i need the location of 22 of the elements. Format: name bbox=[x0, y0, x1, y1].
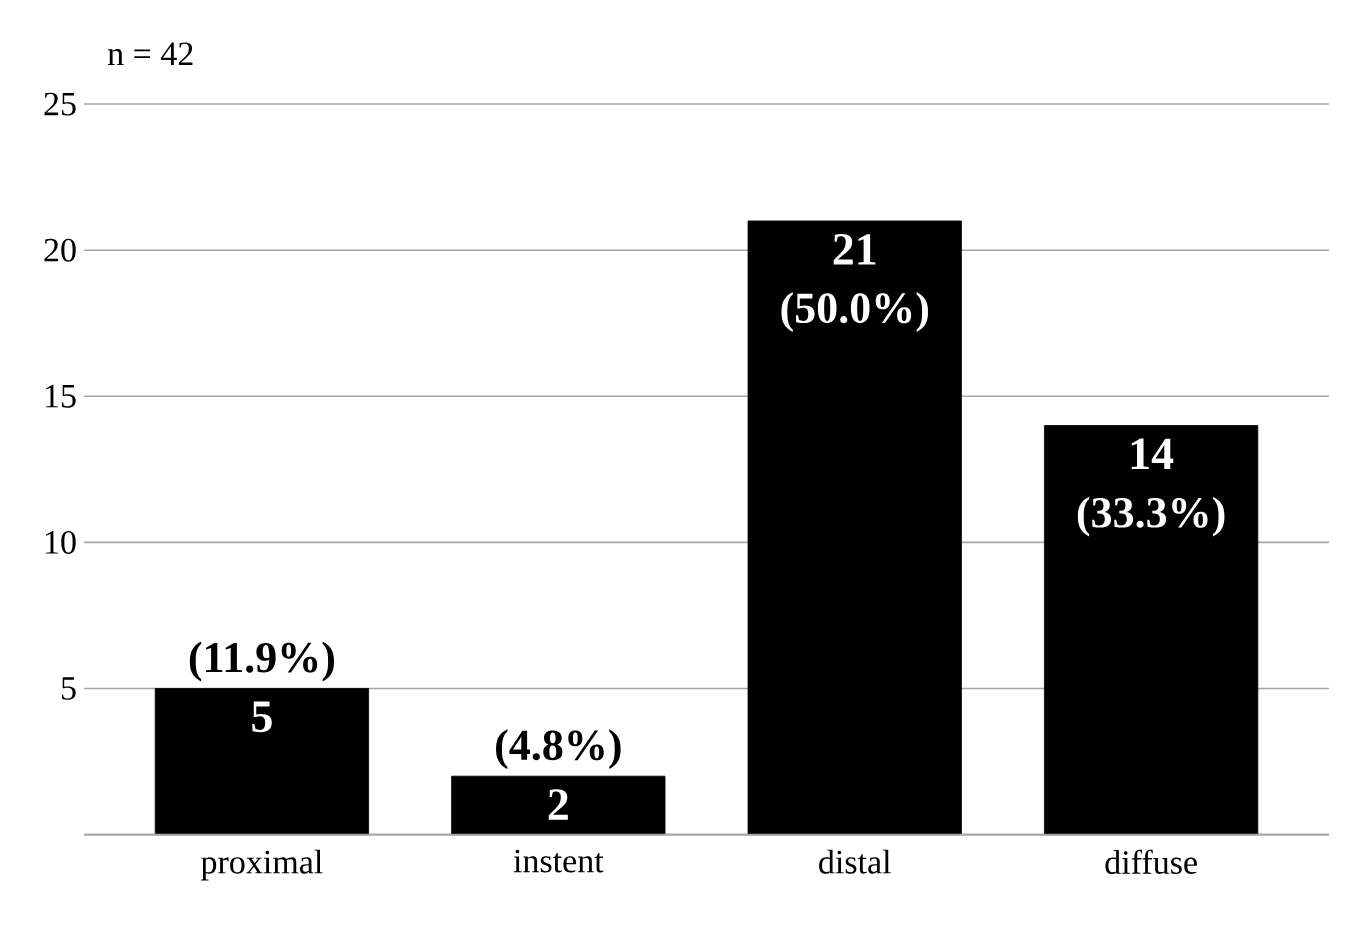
y-tick-label: 10 bbox=[45, 531, 76, 555]
y-tick-label: 20 bbox=[44, 238, 76, 262]
data-label: 21 bbox=[833, 234, 876, 265]
annotation: (4.8%) bbox=[496, 729, 621, 770]
x-tick-label: diffuse bbox=[1105, 849, 1197, 875]
x-tick-label: instent bbox=[513, 849, 604, 873]
data-label: 14 bbox=[1131, 438, 1174, 470]
chart-title: n = 42 bbox=[107, 42, 193, 66]
data-label: 2 bbox=[548, 789, 568, 820]
annotation: (50.0%) bbox=[781, 292, 929, 333]
y-tick-label: 25 bbox=[44, 92, 76, 116]
y-tick-label: 15 bbox=[45, 385, 76, 408]
x-tick-label: proximal bbox=[201, 849, 323, 881]
annotation: (33.3%) bbox=[1077, 496, 1225, 537]
y-tick-label: 5 bbox=[61, 677, 76, 700]
annotation: (11.9%) bbox=[189, 641, 334, 682]
data-label: 5 bbox=[252, 701, 272, 733]
bar bbox=[1044, 425, 1259, 836]
bar bbox=[747, 220, 962, 836]
x-tick-label: distal bbox=[819, 849, 891, 874]
bar bbox=[154, 688, 370, 836]
bar bbox=[451, 775, 666, 836]
